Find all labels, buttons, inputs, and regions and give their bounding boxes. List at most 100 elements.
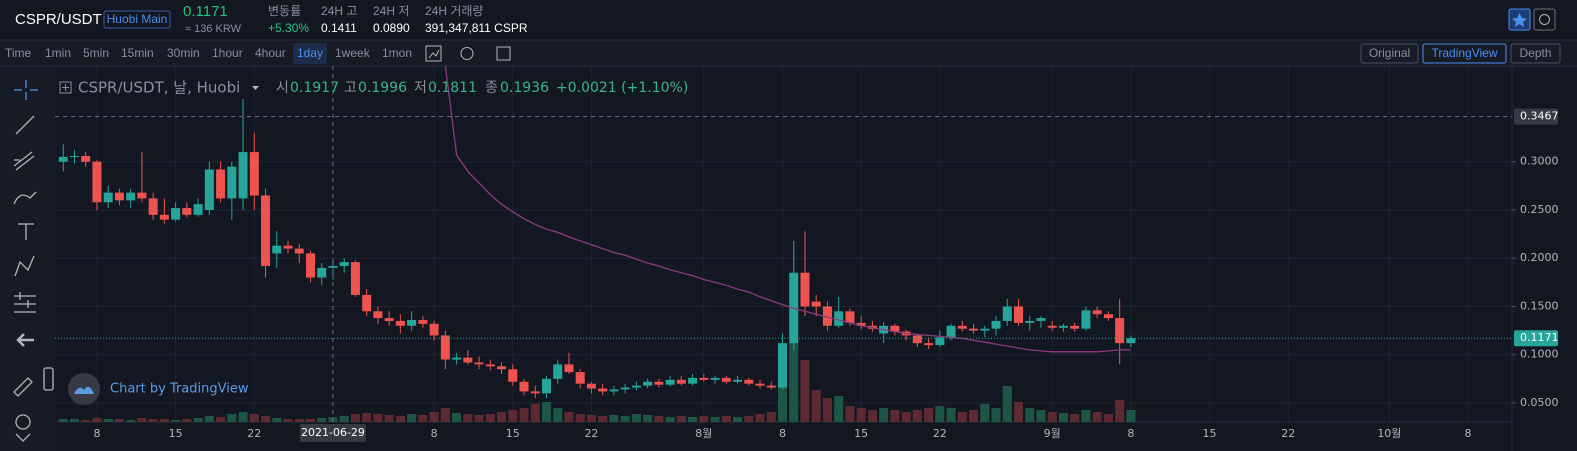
candle-body — [946, 325, 956, 338]
interval[interactable]: 30min — [167, 46, 200, 60]
candle-body — [58, 156, 68, 162]
volume-bar — [856, 408, 866, 422]
screenshot-icon[interactable] — [496, 46, 511, 61]
theme-button[interactable] — [1533, 8, 1556, 31]
x-tick-label: 8 — [1465, 427, 1472, 440]
candle-body — [654, 381, 664, 385]
y-tick-label: 0.2500 — [1520, 203, 1559, 216]
x-tick-label: 22 — [1281, 427, 1295, 440]
measure-tool[interactable] — [14, 292, 36, 313]
volume-bar — [1081, 410, 1091, 422]
candle-body — [261, 195, 271, 266]
volume-bar — [991, 408, 1001, 422]
settings-icon[interactable] — [460, 47, 474, 60]
ruler-tool[interactable] — [13, 377, 33, 397]
volume-bar — [744, 416, 754, 422]
stat-value: +5.30% — [268, 21, 309, 35]
exchange-badge[interactable] — [103, 10, 171, 29]
candle-body — [676, 379, 686, 384]
interval[interactable]: 15min — [121, 46, 154, 60]
branding[interactable]: Chart by TradingView — [110, 382, 249, 397]
brush-tool[interactable] — [13, 191, 37, 205]
interval[interactable]: 4hour — [255, 46, 286, 60]
x-tick-label: 22 — [247, 427, 261, 440]
y-tick-label: 0.1000 — [1520, 348, 1559, 361]
interval[interactable]: 1min — [45, 46, 71, 60]
dropdown-icon — [252, 86, 259, 90]
interval[interactable]: 5min — [83, 46, 109, 60]
volume-bar — [395, 416, 405, 422]
view-label[interactable]: TradingView — [1431, 46, 1497, 60]
chart-type-icon[interactable] — [425, 45, 442, 62]
stat-label: 24H 거래량 — [425, 4, 483, 18]
exchange[interactable]: Huobi Main — [107, 12, 168, 26]
price: 0.1171 — [183, 3, 228, 20]
volume-bar — [407, 414, 417, 422]
pattern-tool[interactable] — [14, 255, 35, 277]
legend-symbol[interactable]: CSPR/USDT, 날, Huobi — [78, 79, 240, 97]
candle-body — [69, 155, 79, 157]
candle-body — [665, 379, 675, 385]
candle-body — [924, 343, 934, 346]
view-label[interactable]: Depth — [1519, 46, 1551, 60]
volume-bar — [362, 413, 372, 422]
volume-bar — [778, 360, 787, 422]
candle-body — [822, 306, 832, 326]
text-tool[interactable] — [18, 223, 34, 240]
volume-bar — [564, 412, 574, 422]
volume-bar — [429, 412, 439, 422]
volume-bar — [1002, 386, 1012, 422]
tv-logo[interactable] — [68, 373, 100, 405]
back-tool[interactable] — [16, 333, 34, 347]
view-button[interactable] — [1422, 43, 1507, 64]
candle-body — [137, 192, 147, 199]
interval[interactable]: 1mon — [382, 46, 412, 60]
legend-value: 0.1917 — [290, 80, 339, 96]
candle-body — [373, 311, 383, 319]
candle-body — [1036, 318, 1046, 321]
y-tick-label: 0.3000 — [1520, 155, 1559, 168]
plot-area — [55, 66, 1512, 422]
volume-bar — [126, 420, 136, 422]
header-bar — [0, 0, 1577, 40]
view-label[interactable]: Original — [1369, 46, 1410, 60]
volume-bar — [519, 408, 529, 422]
volume-bar — [811, 390, 821, 422]
line-tool[interactable] — [15, 115, 35, 135]
candle-body — [969, 328, 979, 331]
volume-bar — [261, 416, 271, 422]
interval[interactable]: 1day — [297, 46, 323, 60]
volume-bar — [530, 404, 540, 422]
volume-bar — [980, 404, 990, 422]
candle-body — [1070, 325, 1080, 329]
fib-tool[interactable] — [13, 151, 35, 171]
volume-bar — [463, 414, 473, 422]
volume-bar — [69, 419, 79, 422]
interval[interactable]: 1hour — [212, 46, 243, 60]
zoom-tool[interactable] — [15, 414, 31, 430]
candle-body — [699, 377, 709, 380]
volume-bar — [227, 414, 237, 422]
volume-bar — [1014, 402, 1024, 422]
candle-body — [541, 378, 551, 394]
candle-body — [643, 381, 653, 386]
volume-bar — [148, 419, 158, 422]
candle-body — [845, 311, 855, 323]
interval[interactable]: 1week — [335, 46, 371, 60]
collapse-tool[interactable] — [15, 433, 31, 442]
candle-body — [418, 319, 428, 324]
candle-body — [586, 383, 596, 389]
volume-bar — [114, 419, 124, 422]
view-button[interactable] — [1360, 43, 1419, 64]
candle-body — [103, 192, 113, 203]
panel-toggle[interactable] — [43, 367, 54, 391]
legend-icon — [59, 81, 72, 94]
crosshair-tool[interactable] — [14, 80, 38, 100]
volume-bar — [553, 408, 563, 422]
candle-body — [159, 214, 169, 220]
view-button[interactable] — [1510, 43, 1561, 64]
candle-body — [856, 322, 866, 326]
candle-body — [238, 152, 248, 199]
candle-body — [339, 262, 349, 266]
volume-bar — [912, 410, 922, 422]
